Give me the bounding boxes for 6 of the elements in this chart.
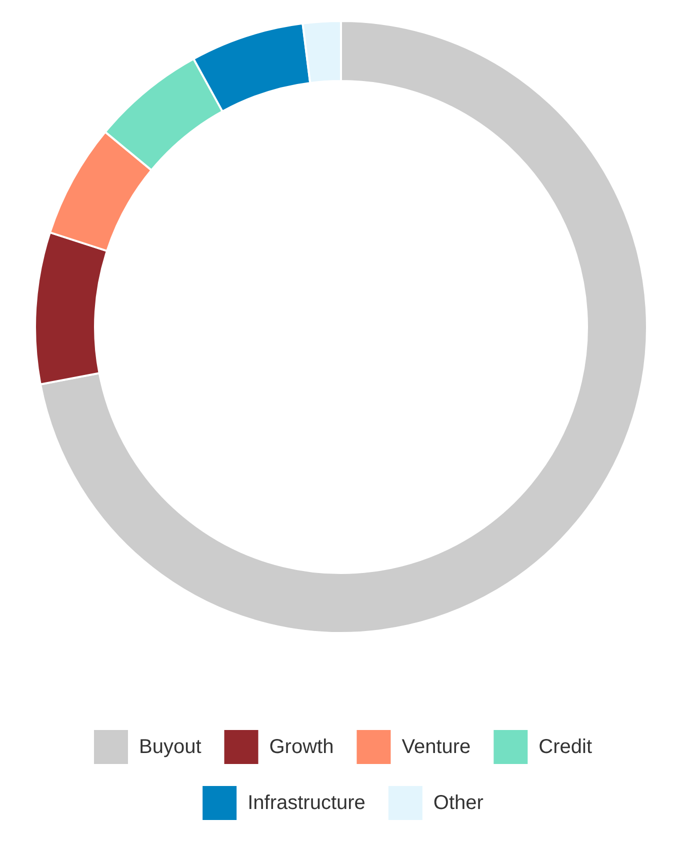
legend-label: Other — [433, 792, 484, 814]
legend-label: Growth — [269, 736, 334, 758]
legend-label: Buyout — [138, 736, 202, 758]
legend-label: Credit — [538, 736, 592, 758]
legend-label: Infrastructure — [248, 792, 366, 814]
legend-label: Venture — [402, 736, 471, 758]
